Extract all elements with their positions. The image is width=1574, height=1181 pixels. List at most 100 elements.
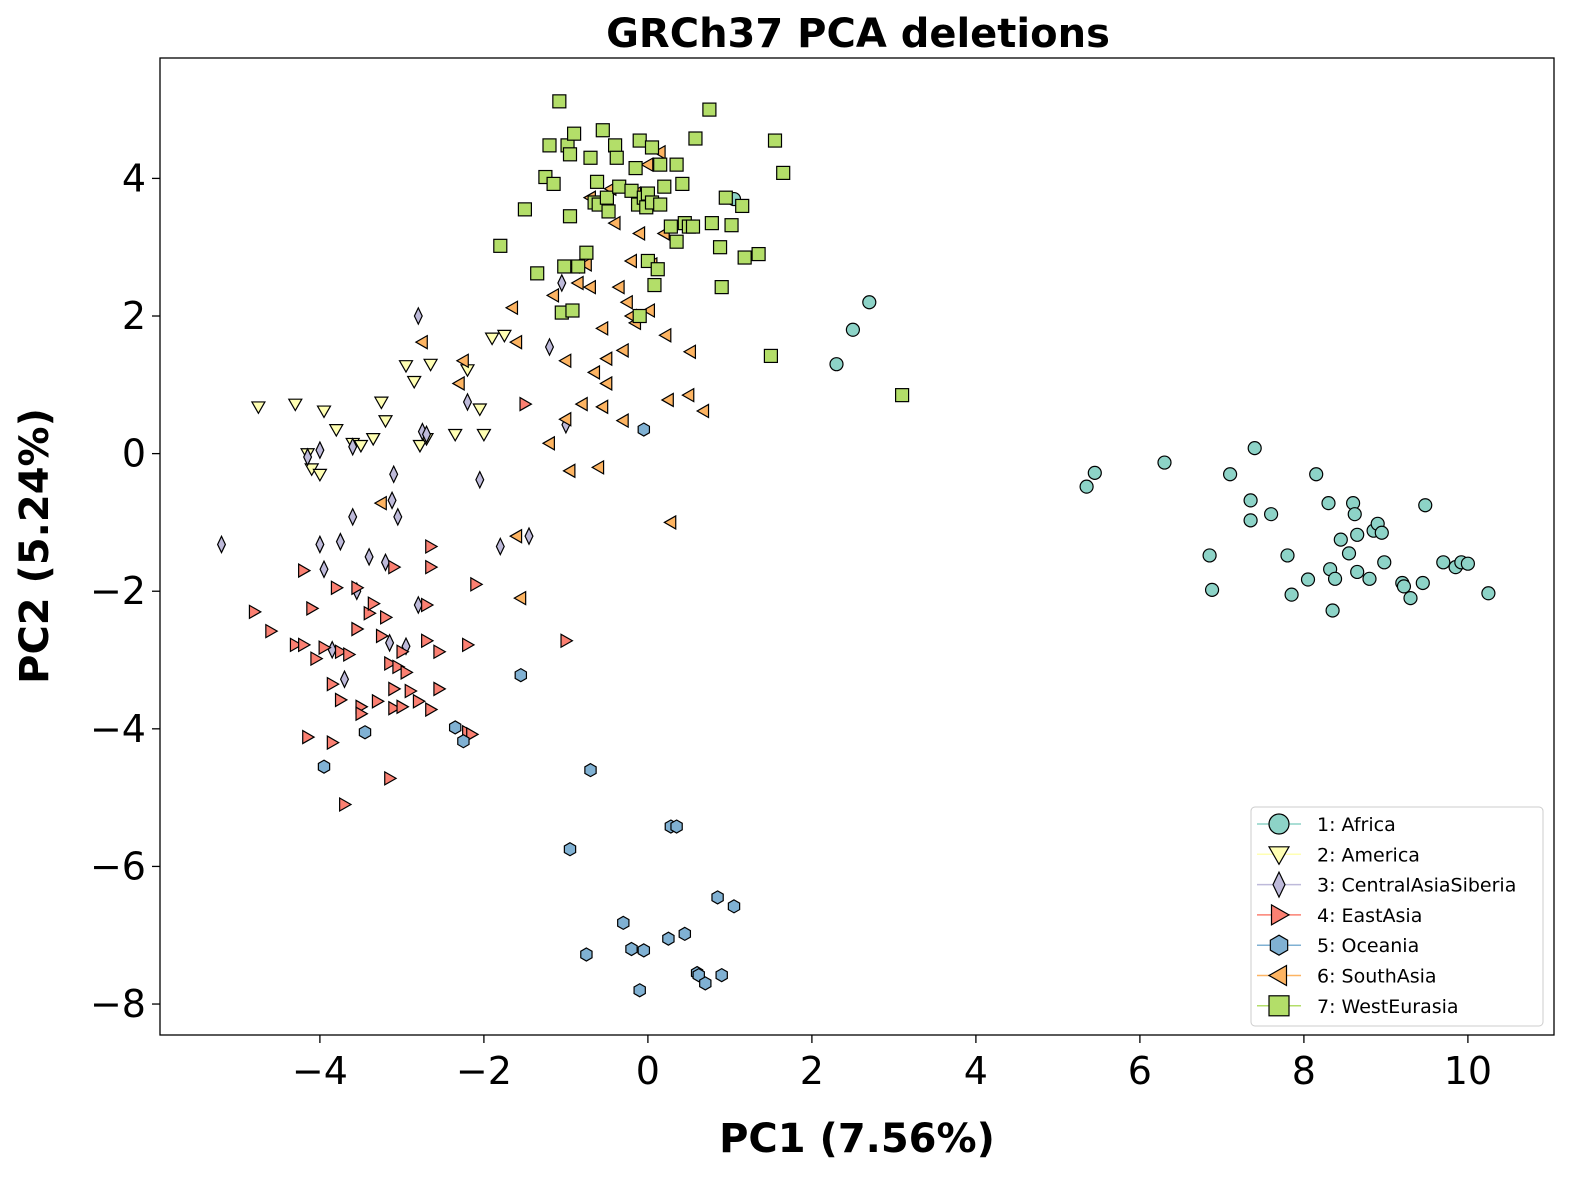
data-point — [637, 943, 651, 958]
data-point — [348, 507, 358, 527]
data-point — [688, 131, 703, 146]
data-point — [586, 364, 601, 380]
data-point — [565, 303, 580, 318]
legend-marker — [1272, 870, 1286, 899]
data-point — [371, 693, 386, 709]
data-point — [351, 580, 365, 596]
legend-label: 3: CentralAsiaSiberia — [1317, 875, 1516, 897]
data-point — [552, 94, 567, 109]
data-point — [364, 547, 374, 567]
data-point — [1341, 546, 1357, 561]
data-point — [599, 375, 613, 391]
y-tick-label: 0 — [122, 432, 146, 476]
data-point — [1325, 603, 1340, 618]
data-point — [375, 628, 390, 644]
data-point — [545, 287, 560, 303]
data-point — [894, 388, 910, 403]
series-1-africa — [726, 191, 1496, 618]
y-tick-label: −4 — [90, 707, 146, 751]
data-point — [387, 490, 397, 510]
data-point — [495, 536, 505, 557]
data-point — [1374, 525, 1389, 540]
data-point — [413, 595, 423, 615]
x-tick-label: 2 — [800, 1049, 824, 1093]
data-point — [829, 357, 844, 372]
data-point — [1333, 532, 1348, 547]
data-point — [470, 576, 484, 592]
data-point — [571, 259, 586, 274]
data-point — [544, 337, 555, 357]
legend-marker — [1268, 995, 1290, 1017]
data-point — [650, 262, 665, 277]
data-point — [393, 507, 403, 527]
data-point — [1377, 555, 1392, 570]
data-point — [583, 150, 598, 165]
data-point — [566, 126, 582, 141]
legend-label: 4: EastAsia — [1317, 905, 1422, 927]
data-point — [398, 360, 414, 374]
x-tick-label: 10 — [1444, 1049, 1492, 1093]
legend-marker — [1267, 846, 1291, 866]
data-point — [669, 157, 684, 172]
data-point — [363, 605, 377, 621]
data-point — [862, 295, 877, 310]
data-point — [423, 358, 439, 372]
data-point — [582, 279, 596, 295]
data-point — [1247, 441, 1262, 456]
data-point — [640, 157, 654, 173]
data-point — [590, 459, 605, 475]
data-point — [1460, 556, 1476, 571]
data-point — [724, 218, 739, 233]
data-point — [563, 842, 577, 857]
data-point — [611, 279, 625, 295]
data-point — [404, 683, 418, 699]
x-tick-label: 8 — [1292, 1049, 1316, 1093]
data-point — [504, 300, 519, 316]
data-point — [339, 796, 353, 813]
data-point — [633, 983, 646, 998]
data-point — [365, 433, 381, 447]
data-point — [380, 609, 394, 625]
data-point — [1436, 555, 1451, 570]
data-point — [599, 351, 613, 367]
data-point — [589, 174, 605, 189]
data-point — [466, 726, 480, 742]
x-tick-label: 4 — [964, 1049, 988, 1093]
data-point — [519, 396, 533, 412]
data-point — [682, 344, 697, 360]
data-point — [334, 644, 349, 660]
data-point — [1396, 579, 1412, 594]
data-point — [637, 422, 651, 437]
legend-marker — [1267, 964, 1288, 987]
data-point — [595, 123, 610, 138]
legend-marker — [1268, 813, 1290, 835]
data-point — [1418, 498, 1433, 513]
data-point — [462, 392, 473, 412]
data-point — [607, 138, 623, 153]
x-axis-label: PC1 (7.56%) — [719, 1116, 995, 1162]
data-point — [615, 342, 629, 358]
data-point — [681, 387, 695, 403]
data-point — [433, 681, 447, 697]
legend-label: 5: Oceania — [1317, 935, 1419, 957]
data-point — [678, 926, 692, 942]
data-point — [493, 238, 508, 253]
data-point — [624, 183, 639, 198]
data-point — [316, 405, 332, 419]
data-point — [599, 190, 615, 205]
data-point — [670, 819, 683, 834]
data-point — [388, 559, 402, 575]
data-point — [396, 644, 410, 660]
data-point — [557, 259, 572, 274]
data-point — [389, 464, 399, 484]
data-point — [315, 534, 325, 554]
data-point — [628, 160, 643, 176]
data-point — [662, 931, 675, 946]
data-point — [557, 273, 567, 293]
legend-label: 6: SouthAsia — [1317, 966, 1437, 988]
data-point — [1204, 582, 1220, 597]
data-point — [711, 890, 724, 905]
data-point — [1157, 455, 1172, 470]
data-point — [1243, 493, 1258, 508]
data-point — [1347, 507, 1362, 522]
